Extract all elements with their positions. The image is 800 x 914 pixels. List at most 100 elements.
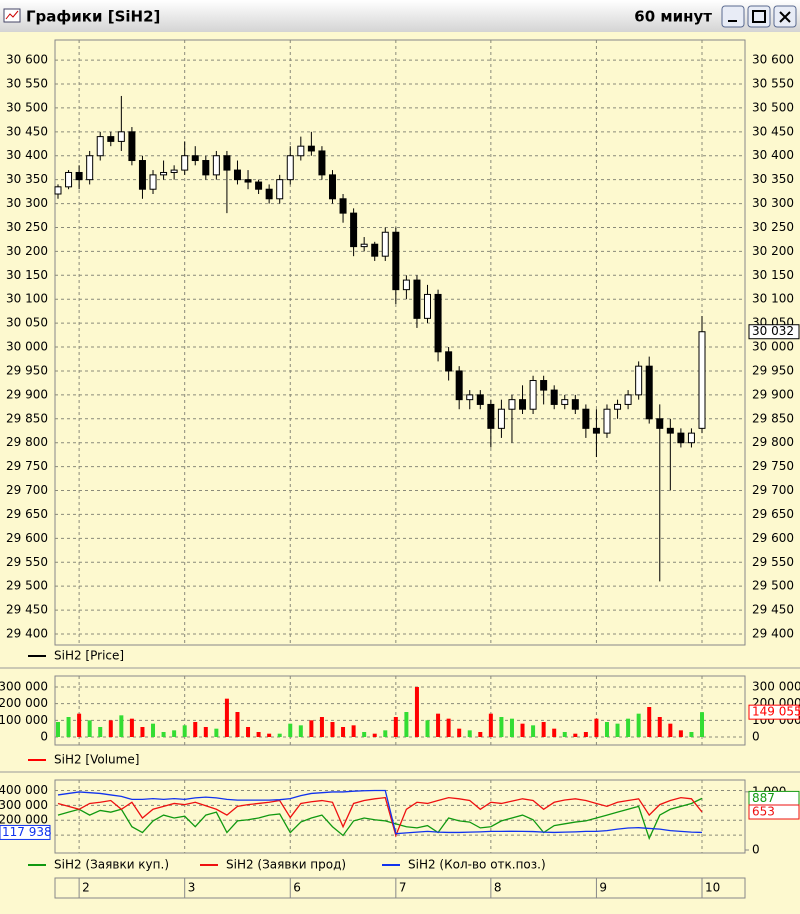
y-tick-label: 29 950 (6, 363, 48, 377)
volume-bar (246, 727, 251, 737)
y-tick-label: 30 450 (6, 124, 48, 138)
volume-bar (172, 730, 177, 737)
y-tick-label-right: 30 250 (752, 220, 794, 234)
legend-label: SiH2 [Price] (54, 649, 124, 663)
timeframe[interactable]: 60 минут (634, 8, 712, 26)
volume-bar (615, 723, 620, 737)
y-tick-label: 29 650 (6, 507, 48, 521)
y-tick-label-right: 30 100 (752, 292, 794, 306)
candle-body (96, 136, 104, 157)
candle-body (413, 279, 421, 319)
candle-body (445, 351, 453, 372)
volume-bar (161, 732, 166, 737)
y-tick-label-right: 30 400 (752, 148, 794, 162)
plot-frame (54, 779, 746, 854)
x-tick-label: 8 (494, 881, 502, 895)
volume-bar (309, 720, 314, 737)
window-buttons (721, 5, 797, 28)
volume-bar (108, 720, 113, 737)
candle-body (402, 279, 410, 291)
volume-bar (573, 733, 578, 737)
volume-bar (594, 718, 599, 737)
volume-bar (151, 723, 156, 737)
last-value-label: 30 032 (752, 324, 794, 338)
window-icon-line (5, 10, 19, 20)
y-tick-label: 30 050 (6, 316, 48, 330)
candle-body (497, 408, 505, 429)
y-tick-label: 29 500 (6, 579, 48, 593)
candle-body (666, 427, 674, 434)
candle-body (381, 231, 389, 257)
candle-body (455, 370, 463, 401)
candle-body (529, 380, 537, 410)
y-tick-label-right: 29 500 (752, 579, 794, 593)
y-tick-label: 29 700 (6, 483, 48, 497)
candle-body (65, 171, 73, 188)
volume-bar (404, 712, 409, 737)
maximize-button[interactable] (747, 5, 771, 28)
candle-body (582, 408, 590, 429)
y-tick-label: 30 000 (6, 340, 48, 354)
close-icon (779, 11, 791, 23)
volume-bar (604, 722, 609, 737)
volume-bar (626, 718, 631, 737)
volume-bar (256, 732, 261, 737)
volume-bar (488, 713, 493, 737)
y-tick-label: 30 150 (6, 268, 48, 282)
volume-bar (583, 732, 588, 737)
volume-bar (647, 707, 652, 737)
candle-body (339, 198, 347, 214)
y-tick-label: 29 800 (6, 435, 48, 449)
volume-bar (509, 718, 514, 737)
last-value-label: 887 (752, 791, 775, 805)
volume-bar (668, 723, 673, 737)
volume-bar (341, 727, 346, 737)
x-tick-label: 10 (705, 881, 720, 895)
y-tick-label-right: 30 550 (752, 77, 794, 91)
volume-bar (119, 715, 124, 737)
title-bar (0, 0, 800, 32)
candle-body (86, 155, 94, 181)
y-tick-label: 29 400 (6, 627, 48, 641)
volume-bar (193, 722, 198, 737)
y-tick-label: 30 500 (6, 100, 48, 114)
window-title: Графики [SiH2] (26, 8, 160, 26)
volume-bar (478, 732, 483, 737)
volume-bar (182, 725, 187, 737)
candle-body (571, 399, 579, 410)
candle-body (318, 150, 326, 176)
candle-body (687, 432, 695, 444)
y-tick-label: 300 000 (0, 798, 48, 812)
last-value-box (748, 324, 800, 340)
candle-body (508, 399, 516, 410)
y-tick-label-right: 29 750 (752, 459, 794, 473)
last-value-box (748, 804, 800, 820)
candle-body (360, 243, 368, 248)
candle-body (170, 169, 178, 173)
candle-body (371, 243, 379, 257)
volume-bar (224, 698, 229, 737)
candle-body (656, 418, 664, 429)
candle-body (466, 394, 474, 401)
volume-bar (393, 717, 398, 737)
legend-label: SiH2 (Кол-во отк.поз.) (408, 858, 546, 872)
candle-body (286, 155, 294, 181)
candle-body (476, 394, 484, 405)
y-tick-label: 200 000 (0, 813, 48, 827)
volume-bar (351, 725, 356, 737)
y-tick-label: 0 (40, 730, 48, 744)
y-tick-label: 400 000 (0, 783, 48, 797)
volume-bar (214, 728, 219, 737)
indicator-line (57, 789, 703, 835)
candle-body (328, 174, 336, 200)
y-tick-label: 300 000 (0, 680, 48, 694)
x-tick-label: 9 (599, 881, 607, 895)
volume-bar (66, 717, 71, 737)
volume-bar (288, 723, 293, 737)
y-tick-label: 30 300 (6, 196, 48, 210)
indicator-line (57, 796, 703, 838)
minimize-button[interactable] (721, 5, 745, 28)
y-tick-label-right: 29 900 (752, 387, 794, 401)
candle-body (424, 293, 432, 319)
